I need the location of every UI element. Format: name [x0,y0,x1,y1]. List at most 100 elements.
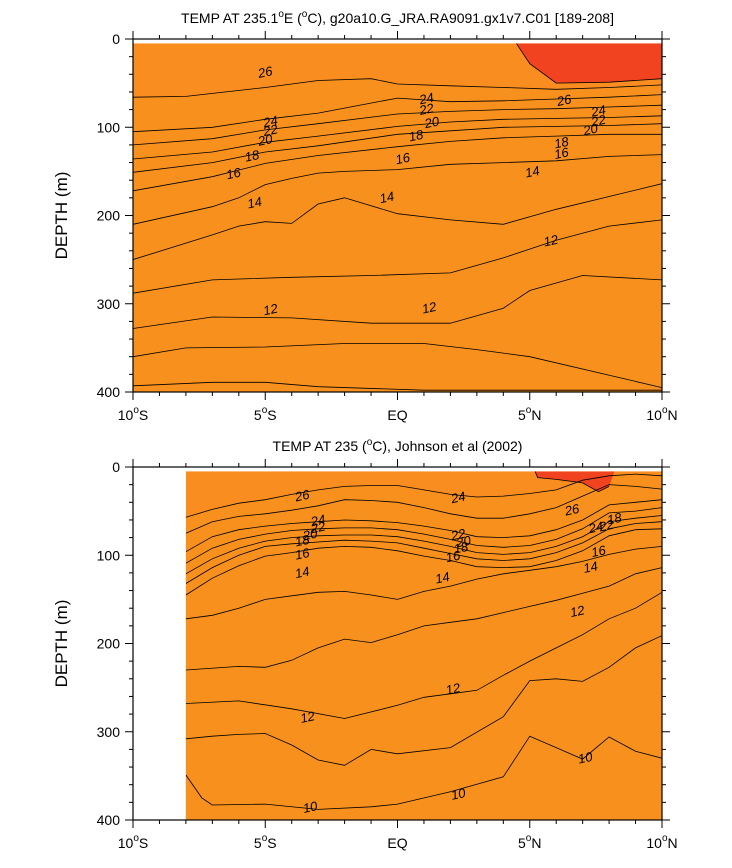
contour-label: 12 [262,300,280,318]
x-tick-label: EQ [387,835,407,851]
contour-label: 22 [417,100,436,118]
x-tick-label: 5oS [254,833,277,851]
contour-label: 24 [589,102,607,120]
x-tick-label: 5oN [518,833,541,851]
x-tick-label: 10oS [118,405,148,423]
contour-line [185,484,662,534]
contour-label: 18 [407,127,425,145]
contour-line [185,528,662,596]
contour-label: 26 [554,91,573,109]
panel-title: TEMP AT 235.1oE (oC), g20a10.G_JRA.RA909… [181,9,614,26]
contour-line [133,275,662,329]
contour-line [133,219,662,294]
x-tick-label: EQ [387,407,407,423]
x-tick-label: 5oN [518,405,541,423]
contour-label: 10 [301,798,319,816]
contour-label: 22 [597,517,616,535]
contour-label: 14 [434,569,451,587]
contour-line [185,473,662,518]
contour-line [133,115,662,160]
contour-line [516,43,662,84]
contour-line [185,515,662,575]
contour-line [185,507,662,564]
contour-line [133,104,662,146]
contour-band [185,474,662,820]
y-tick-label: 200 [97,636,121,652]
contour-label: 12 [569,602,587,620]
contour-line [185,735,662,810]
contour-label: 14 [294,564,311,582]
contour-label: 24 [417,90,435,108]
contour-label: 18 [243,147,261,165]
contour-label: 12 [542,232,560,250]
contour-label: 16 [225,165,243,183]
contour-label: 16 [294,545,312,563]
y-tick-label: 0 [112,31,120,47]
contour-label: 10 [450,785,468,803]
contour-line [534,471,610,493]
y-tick-label: 100 [97,119,121,135]
contour-label: 16 [553,144,571,162]
contour-line [185,635,662,766]
contour-label: 16 [394,150,412,168]
contour-line [133,154,662,225]
contour-label: 18 [452,539,470,557]
contour-label: 22 [589,112,608,130]
x-tick-label: 10oS [118,833,148,851]
contour-label: 16 [590,542,608,560]
contour-label: 14 [524,163,541,181]
contour-label: 24 [449,489,467,507]
y-tick-label: 100 [97,547,121,563]
contour-label: 18 [294,532,312,550]
panel-title: TEMP AT 235 (oC), Johnson et al (2002) [273,437,523,454]
contour-label: 12 [444,680,462,698]
x-tick-label: 10oN [646,405,677,423]
y-axis-label: DEPTH (m) [52,600,71,688]
contour-label: 20 [581,120,600,138]
contour-label: 24 [261,113,279,131]
x-tick-label: 10oN [646,833,677,851]
contour-line [185,567,662,671]
x-tick-label: 5oS [254,405,277,423]
contour-line [133,381,662,391]
contour-label: 14 [582,558,599,576]
y-tick-label: 400 [97,384,121,400]
y-tick-label: 300 [97,296,121,312]
contour-label: 26 [293,487,312,505]
contour-label: 16 [444,548,462,566]
y-tick-label: 300 [97,724,121,740]
contour-line [133,78,662,98]
contour-line [185,521,662,584]
contour-bands [185,471,662,820]
contour-label: 18 [606,510,624,528]
panel-model: 2624222018161424222018161426242220181614… [52,9,678,423]
contour-label: 22 [308,518,327,536]
contour-band [133,78,662,392]
y-tick-label: 400 [97,812,121,828]
contour-line [185,546,662,620]
contour-label: 18 [553,134,571,152]
contour-line [133,94,662,133]
contour-line [133,343,662,388]
contour-label: 26 [256,63,275,81]
contour-label: 12 [421,299,439,317]
contour-label: 20 [422,113,441,131]
contour-label: 24 [308,512,326,530]
y-tick-label: 200 [97,208,121,224]
contour-line [185,499,662,553]
contour-band [516,43,662,84]
y-axis-label: DEPTH (m) [52,172,71,260]
contour-label: 20 [454,533,473,551]
contour-line [133,133,662,192]
contour-label: 14 [378,189,395,207]
contour-line [185,591,662,719]
contour-label: 14 [246,194,263,212]
y-tick-label: 0 [112,459,120,475]
panel-observations: 2624222018161424222018161426242218161412… [52,437,678,851]
contour-label: 10 [577,749,595,767]
contour-label: 20 [300,525,319,543]
contour-label: 26 [562,501,581,519]
contour-label: 22 [261,121,280,139]
contour-bands [133,43,662,392]
